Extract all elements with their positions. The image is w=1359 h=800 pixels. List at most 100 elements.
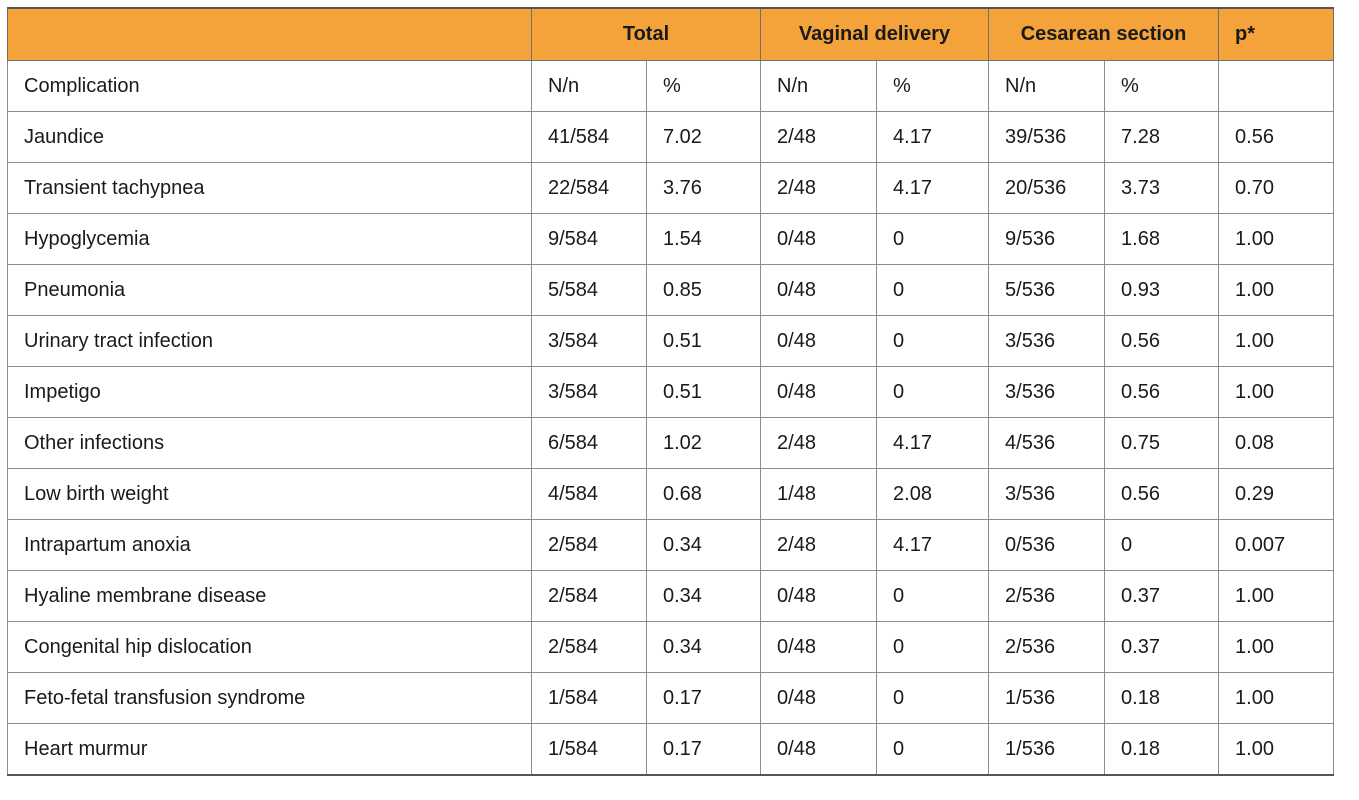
table-cell: 4.17 bbox=[876, 162, 990, 214]
table-cell: 7.28 bbox=[1104, 111, 1220, 163]
table-row: Hypoglycemia 9/584 1.54 0/48 0 9/536 1.68 1.00 bbox=[7, 213, 1335, 265]
table-cell: 0 bbox=[876, 570, 990, 622]
table-cell: 0/48 bbox=[760, 213, 878, 265]
table-cell: 0/48 bbox=[760, 570, 878, 622]
table-row: Other infections 6/584 1.02 2/48 4.17 4/536 0.… bbox=[7, 417, 1335, 469]
table-row: Feto-fetal transfusion syndrome 1/584 0.17… bbox=[7, 672, 1335, 724]
table-cell: 0.34 bbox=[645, 570, 762, 622]
subheader-cell: N/n bbox=[531, 60, 647, 112]
header-total: Total bbox=[530, 7, 762, 61]
complication-name-cell: Transient tachypnea bbox=[7, 162, 532, 214]
complication-name-cell: Impetigo bbox=[7, 366, 532, 418]
complication-name-cell: Low birth weight bbox=[7, 468, 532, 520]
table-row: Hyaline membrane disease 2/584 0.34 0/48 0 2/… bbox=[7, 570, 1335, 622]
table-cell: 0.18 bbox=[1104, 723, 1220, 776]
table-cell: 0.29 bbox=[1218, 468, 1335, 520]
table-cell: 0 bbox=[1104, 519, 1220, 571]
table-cell: 4.17 bbox=[876, 519, 990, 571]
table-cell: 2/48 bbox=[760, 519, 878, 571]
header-p-value: p* bbox=[1218, 7, 1335, 61]
table-cell: 0/48 bbox=[760, 672, 878, 724]
table-cell: 0.51 bbox=[645, 315, 762, 367]
table-cell: 41/584 bbox=[531, 111, 647, 163]
table-cell: 0 bbox=[876, 366, 990, 418]
table-cell: 0.08 bbox=[1218, 417, 1335, 469]
table-cell: 0.18 bbox=[1104, 672, 1220, 724]
subheader-cell: N/n bbox=[760, 60, 878, 112]
table-cell: 1/48 bbox=[760, 468, 878, 520]
table-cell: 2/584 bbox=[531, 570, 647, 622]
table-cell: 0.34 bbox=[645, 621, 762, 673]
table-cell: 1.00 bbox=[1218, 213, 1335, 265]
table-cell: 0.37 bbox=[1104, 570, 1220, 622]
table-cell: 1.02 bbox=[645, 417, 762, 469]
table-cell: 1.00 bbox=[1218, 570, 1335, 622]
table-cell: 2/48 bbox=[760, 162, 878, 214]
table-cell: 2/584 bbox=[531, 621, 647, 673]
table-cell: 1/584 bbox=[531, 672, 647, 724]
table-cell: 2/48 bbox=[760, 111, 878, 163]
header-vaginal-delivery: Vaginal delivery bbox=[760, 7, 990, 61]
complication-name-cell: Other infections bbox=[7, 417, 532, 469]
subheader-cell: % bbox=[1104, 60, 1220, 112]
table-cell: 0.17 bbox=[645, 723, 762, 776]
table-cell: 0.51 bbox=[645, 366, 762, 418]
table-cell: 3/536 bbox=[988, 366, 1106, 418]
table-cell: 4/536 bbox=[988, 417, 1106, 469]
table-cell: 3/584 bbox=[531, 315, 647, 367]
table-cell: 0.56 bbox=[1104, 366, 1220, 418]
table-cell: 1.68 bbox=[1104, 213, 1220, 265]
subheader-cell: % bbox=[876, 60, 990, 112]
subheader-cell: % bbox=[645, 60, 762, 112]
table-cell: 1.00 bbox=[1218, 723, 1335, 776]
table-cell: 3/536 bbox=[988, 468, 1106, 520]
table-cell: 39/536 bbox=[988, 111, 1106, 163]
table-row: Impetigo 3/584 0.51 0/48 0 3/536 0.56 1.00 bbox=[7, 366, 1335, 418]
table-cell: 3.73 bbox=[1104, 162, 1220, 214]
table-cell: 1.00 bbox=[1218, 672, 1335, 724]
subheader-cell: N/n bbox=[988, 60, 1106, 112]
table-cell: 0.75 bbox=[1104, 417, 1220, 469]
table-cell: 1.00 bbox=[1218, 315, 1335, 367]
complication-name-cell: Heart murmur bbox=[7, 723, 532, 776]
table-cell: 0 bbox=[876, 723, 990, 776]
table-cell: 2/536 bbox=[988, 621, 1106, 673]
table-cell: 5/584 bbox=[531, 264, 647, 316]
table-cell: 2/584 bbox=[531, 519, 647, 571]
table-cell: 9/536 bbox=[988, 213, 1106, 265]
complication-name-cell: Hyaline membrane disease bbox=[7, 570, 532, 622]
table-cell: 3.76 bbox=[645, 162, 762, 214]
table-cell: 5/536 bbox=[988, 264, 1106, 316]
table-cell: 0.56 bbox=[1104, 468, 1220, 520]
table-cell: 0.56 bbox=[1218, 111, 1335, 163]
table-cell: 0/536 bbox=[988, 519, 1106, 571]
table-row: Intrapartum anoxia 2/584 0.34 2/48 4.17 0/536… bbox=[7, 519, 1335, 571]
table-cell: 1/584 bbox=[531, 723, 647, 776]
table-cell: 9/584 bbox=[531, 213, 647, 265]
complication-name-cell: Hypoglycemia bbox=[7, 213, 532, 265]
table-cell: 0.37 bbox=[1104, 621, 1220, 673]
table-row: Heart murmur 1/584 0.17 0/48 0 1/536 0.18 1.00 bbox=[7, 723, 1335, 776]
table-row: Jaundice 41/584 7.02 2/48 4.17 39/536 7.28 0.56 bbox=[7, 111, 1335, 163]
table-body: Complication N/n % N/n % N/n % Jaundice 4… bbox=[7, 60, 1335, 776]
table-cell: 0 bbox=[876, 315, 990, 367]
table-row: Transient tachypnea 22/584 3.76 2/48 4.17 20/… bbox=[7, 162, 1335, 214]
table-cell: 0.34 bbox=[645, 519, 762, 571]
table-cell: 7.02 bbox=[645, 111, 762, 163]
complication-name-cell: Feto-fetal transfusion syndrome bbox=[7, 672, 532, 724]
table-cell: 1/536 bbox=[988, 672, 1106, 724]
table-cell: 2/536 bbox=[988, 570, 1106, 622]
table-cell: 2/48 bbox=[760, 417, 878, 469]
table-cell: 0 bbox=[876, 621, 990, 673]
table-cell: 0.007 bbox=[1218, 519, 1335, 571]
complication-name-cell: Intrapartum anoxia bbox=[7, 519, 532, 571]
table-cell: 0/48 bbox=[760, 723, 878, 776]
subheader-row: Complication N/n % N/n % N/n % bbox=[7, 60, 1335, 112]
table-row: Urinary tract infection 3/584 0.51 0/48 0 3/5… bbox=[7, 315, 1335, 367]
table-row: Pneumonia 5/584 0.85 0/48 0 5/536 0.93 1.00 bbox=[7, 264, 1335, 316]
table-row: Low birth weight 4/584 0.68 1/48 2.08 3/536 0.… bbox=[7, 468, 1335, 520]
table-cell: 0.70 bbox=[1218, 162, 1335, 214]
table-cell: 1/536 bbox=[988, 723, 1106, 776]
table-cell: 0/48 bbox=[760, 366, 878, 418]
table-cell: 0 bbox=[876, 213, 990, 265]
